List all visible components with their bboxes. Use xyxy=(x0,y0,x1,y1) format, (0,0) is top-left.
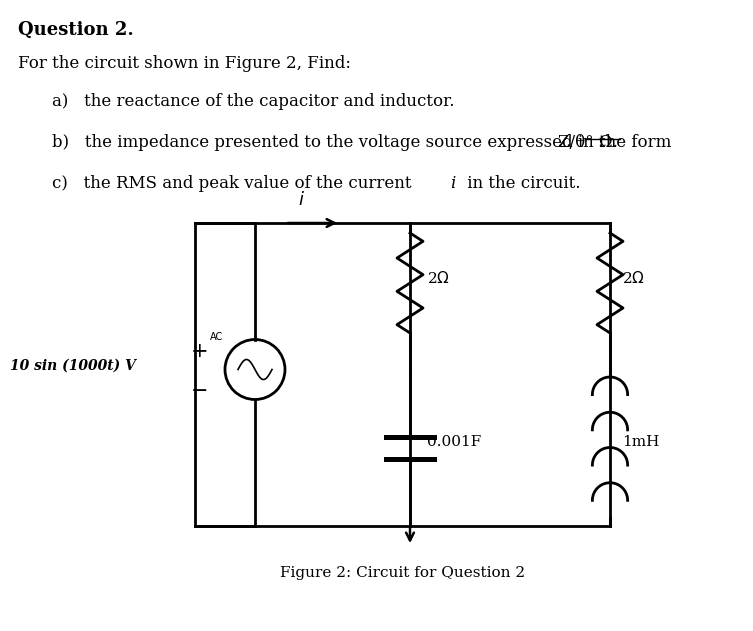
Text: $i$: $i$ xyxy=(297,191,304,209)
Text: i: i xyxy=(450,175,456,192)
Text: Figure 2: Circuit for Question 2: Figure 2: Circuit for Question 2 xyxy=(280,566,525,580)
Text: Question 2.: Question 2. xyxy=(18,21,134,39)
Text: b)   the impedance presented to the voltage source expressed in the form: b) the impedance presented to the voltag… xyxy=(52,134,677,151)
Text: 2$\Omega$: 2$\Omega$ xyxy=(622,270,645,286)
Text: 2$\Omega$: 2$\Omega$ xyxy=(427,270,450,286)
Text: a)   the reactance of the capacitor and inductor.: a) the reactance of the capacitor and in… xyxy=(52,93,455,110)
Text: +: + xyxy=(191,342,209,361)
Text: Z/θ° Ω.: Z/θ° Ω. xyxy=(558,134,618,151)
Text: −: − xyxy=(191,382,209,401)
Text: 0.001F: 0.001F xyxy=(427,435,481,449)
Text: 10 sin (1000t) V: 10 sin (1000t) V xyxy=(10,358,136,372)
Text: AC: AC xyxy=(210,331,223,341)
Text: c)   the RMS and peak value of the current: c) the RMS and peak value of the current xyxy=(52,175,416,192)
Text: 1mH: 1mH xyxy=(622,435,660,449)
Text: For the circuit shown in Figure 2, Find:: For the circuit shown in Figure 2, Find: xyxy=(18,55,351,72)
Text: in the circuit.: in the circuit. xyxy=(462,175,581,192)
